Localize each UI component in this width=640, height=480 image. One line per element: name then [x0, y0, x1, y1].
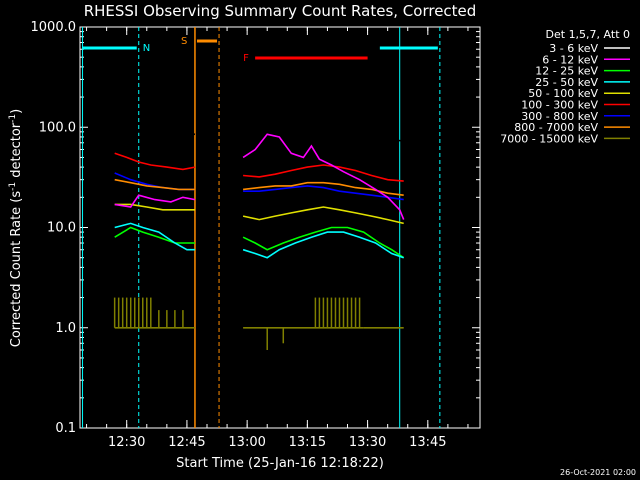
x-tick-label: 13:30: [349, 435, 386, 450]
series-line-6-12keV: [242, 133, 405, 220]
legend-label: 7000 - 15000 keV: [500, 132, 598, 145]
y-axis-label: Corrected Count Rate (s-1 detector-1): [8, 109, 24, 347]
legend-label: 50 - 100 keV: [528, 87, 598, 100]
series-line-50-100keV: [114, 203, 195, 211]
y-tick-label: 0.1: [55, 421, 76, 436]
series-line-12-25keV: [114, 226, 195, 244]
x-tick-label: 13:00: [228, 435, 265, 450]
legend-label: 6 - 12 keV: [542, 53, 598, 66]
series-line-25-50keV: [114, 222, 195, 251]
series-line-800-7000keV: [243, 181, 404, 196]
x-tick-label: 12:45: [168, 435, 205, 450]
series-line-100-300keV: [114, 152, 196, 171]
ylabel-mid: detector: [9, 122, 24, 182]
y-tick-label: 100.0: [39, 120, 76, 135]
plot-frame: [79, 26, 481, 429]
x-axis-label: Start Time (25-Jan-16 12:18:22): [176, 456, 384, 471]
legend-title: Det 1,5,7, Att 0: [546, 28, 630, 41]
series-line-6-12keV: [114, 194, 196, 208]
ylabel-end: ): [9, 109, 24, 114]
ylabel-sup1: -1: [8, 182, 18, 191]
ylabel-sup2: -1: [8, 114, 18, 123]
saa-label: S: [181, 36, 187, 47]
series-line-300-800keV: [243, 185, 404, 201]
series-line-100-300keV: [243, 164, 404, 182]
series-line-50-100keV: [242, 206, 404, 225]
legend-label: 100 - 300 keV: [521, 99, 598, 112]
ylabel-main: Corrected Count Rate (s: [9, 191, 24, 348]
series-line-3-6keV: [242, 118, 404, 142]
x-tick-label: 12:30: [108, 435, 145, 450]
legend-label: 25 - 50 keV: [535, 76, 598, 89]
flare-label: F: [243, 53, 249, 64]
footer-timestamp: 26-Oct-2021 02:00: [560, 468, 636, 477]
y-tick-label: 1000.0: [31, 20, 77, 35]
legend-label: 300 - 800 keV: [521, 110, 598, 123]
x-tick-label: 13:45: [409, 435, 446, 450]
legend-label: 800 - 7000 keV: [514, 121, 598, 134]
series-line-800-7000keV: [114, 178, 195, 191]
night-label: N: [143, 43, 150, 54]
series-line-3-6keV: [114, 130, 196, 138]
series-line-12-25keV: [242, 226, 405, 259]
y-tick-label: 10.0: [47, 221, 76, 236]
chart-title: RHESSI Observing Summary Count Rates, Co…: [84, 2, 477, 20]
series-line-25-50keV: [242, 231, 404, 259]
legend-label: 3 - 6 keV: [549, 42, 598, 55]
y-tick-label: 1.0: [55, 321, 76, 336]
x-tick-label: 13:15: [289, 435, 326, 450]
legend-label: 12 - 25 keV: [535, 65, 598, 78]
